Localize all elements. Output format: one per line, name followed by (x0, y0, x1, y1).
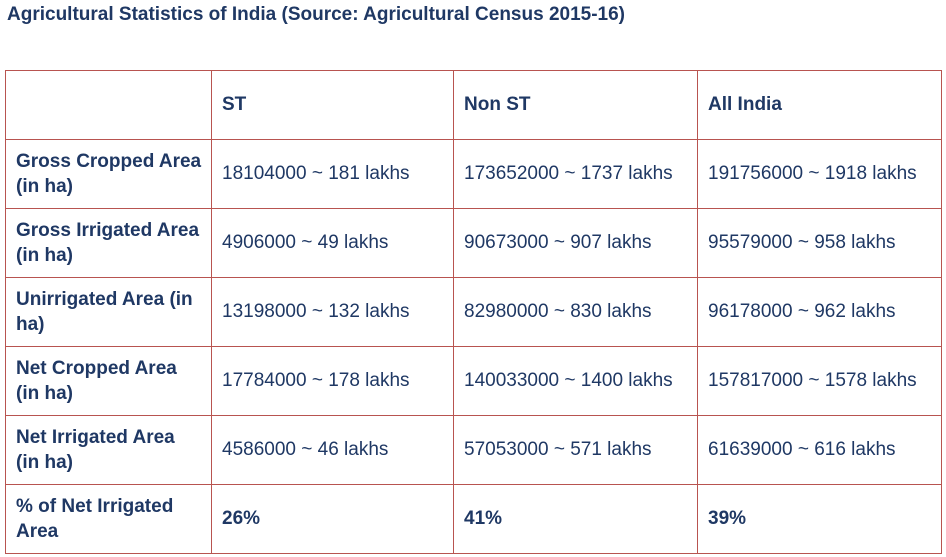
table-header-row: ST Non ST All India (5, 70, 942, 140)
page-title: Agricultural Statistics of India (Source… (7, 4, 626, 25)
cell-st: 4906000 ~ 49 lakhs (211, 208, 454, 278)
header-cell-all-india: All India (697, 70, 942, 140)
row-label-gross-irrigated-area: Gross Irrigated Area (in ha) (5, 208, 212, 278)
header-cell-empty (5, 70, 212, 140)
table-row: Unirrigated Area (in ha) 13198000 ~ 132 … (5, 277, 942, 347)
cell-st: 18104000 ~ 181 lakhs (211, 139, 454, 209)
cell-st: 26% (211, 484, 454, 554)
cell-st: 4586000 ~ 46 lakhs (211, 415, 454, 485)
cell-st: 17784000 ~ 178 lakhs (211, 346, 454, 416)
row-label-percent-net-irrigated-area: % of Net Irrigated Area (5, 484, 212, 554)
agricultural-statistics-table: ST Non ST All India Gross Cropped Area (… (5, 70, 942, 554)
cell-all-india: 191756000 ~ 1918 lakhs (697, 139, 942, 209)
cell-all-india: 95579000 ~ 958 lakhs (697, 208, 942, 278)
table-row: Gross Irrigated Area (in ha) 4906000 ~ 4… (5, 208, 942, 278)
table-row: % of Net Irrigated Area 26% 41% 39% (5, 484, 942, 554)
cell-non-st: 57053000 ~ 571 lakhs (453, 415, 698, 485)
header-cell-st: ST (211, 70, 454, 140)
cell-all-india: 39% (697, 484, 942, 554)
header-cell-non-st: Non ST (453, 70, 698, 140)
cell-st: 13198000 ~ 132 lakhs (211, 277, 454, 347)
row-label-net-cropped-area: Net Cropped Area (in ha) (5, 346, 212, 416)
row-label-unirrigated-area: Unirrigated Area (in ha) (5, 277, 212, 347)
cell-non-st: 41% (453, 484, 698, 554)
cell-all-india: 157817000 ~ 1578 lakhs (697, 346, 942, 416)
cell-non-st: 82980000 ~ 830 lakhs (453, 277, 698, 347)
cell-non-st: 90673000 ~ 907 lakhs (453, 208, 698, 278)
table-row: Net Irrigated Area (in ha) 4586000 ~ 46 … (5, 415, 942, 485)
cell-non-st: 140033000 ~ 1400 lakhs (453, 346, 698, 416)
table-row: Net Cropped Area (in ha) 17784000 ~ 178 … (5, 346, 942, 416)
cell-all-india: 61639000 ~ 616 lakhs (697, 415, 942, 485)
table-row: Gross Cropped Area (in ha) 18104000 ~ 18… (5, 139, 942, 209)
cell-all-india: 96178000 ~ 962 lakhs (697, 277, 942, 347)
cell-non-st: 173652000 ~ 1737 lakhs (453, 139, 698, 209)
row-label-gross-cropped-area: Gross Cropped Area (in ha) (5, 139, 212, 209)
row-label-net-irrigated-area: Net Irrigated Area (in ha) (5, 415, 212, 485)
